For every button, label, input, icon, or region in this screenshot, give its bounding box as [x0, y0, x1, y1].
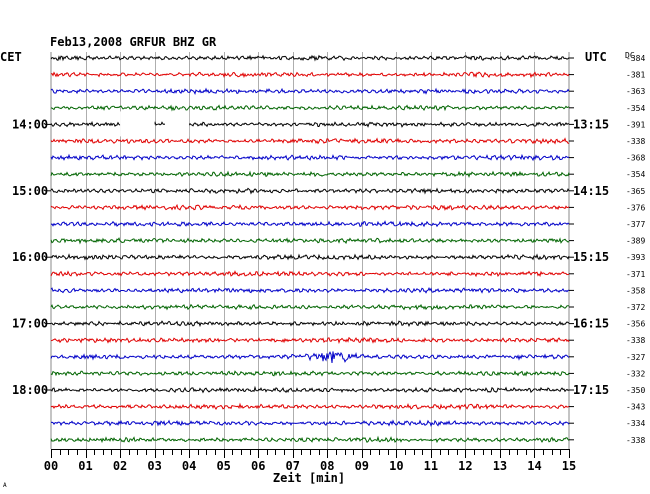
- dc-offset-1: -381: [626, 71, 645, 80]
- trace-12: [50, 253, 570, 261]
- trace-7: [50, 170, 570, 179]
- x-tick-label-13: 13: [493, 459, 507, 473]
- left-hour-label-4: 18:00: [12, 383, 48, 397]
- trace-18: [50, 351, 570, 363]
- dc-offset-15: -372: [626, 303, 645, 312]
- dc-offset-19: -332: [626, 369, 645, 378]
- dc-offset-7: -354: [626, 170, 645, 179]
- trace-19: [50, 370, 570, 377]
- dc-offset-8: -365: [626, 187, 645, 196]
- right-hour-label-3: 16:15: [573, 317, 609, 331]
- dc-offset-4: -391: [626, 120, 645, 129]
- trace-14: [50, 287, 570, 294]
- dc-offset-5: -338: [626, 137, 645, 146]
- dc-offset-12: -393: [626, 253, 645, 262]
- x-tick-label-09: 09: [355, 459, 369, 473]
- dc-offset-11: -389: [626, 237, 645, 246]
- left-zone-label: CET: [0, 50, 22, 64]
- trace-17: [50, 336, 570, 344]
- dc-offset-16: -356: [626, 320, 645, 329]
- dc-offset-14: -358: [626, 286, 645, 295]
- left-hour-label-1: 15:00: [12, 184, 48, 198]
- x-tick-label-03: 03: [147, 459, 161, 473]
- dc-offset-3: -354: [626, 104, 645, 113]
- x-tick-label-11: 11: [424, 459, 438, 473]
- x-axis-label: Zeit [min]: [273, 471, 345, 485]
- dc-offset-20: -350: [626, 386, 645, 395]
- left-hour-label-2: 16:00: [12, 250, 48, 264]
- dc-offset-13: -371: [626, 270, 645, 279]
- dc-offset-22: -334: [626, 419, 645, 428]
- trace-13: [50, 270, 570, 278]
- dc-offset-23: -338: [626, 436, 645, 445]
- x-tick-label-00: 00: [44, 459, 58, 473]
- trace-2: [50, 87, 570, 95]
- trace-10: [50, 220, 570, 228]
- trace-11: [50, 237, 570, 245]
- trace-20: [50, 385, 570, 394]
- grid: [50, 52, 570, 449]
- dc-offset-18: -327: [626, 353, 645, 362]
- right-hour-label-0: 13:15: [573, 117, 609, 131]
- x-tick-label-12: 12: [458, 459, 472, 473]
- x-tick-label-07: 07: [286, 459, 300, 473]
- dc-offset-6: -368: [626, 154, 645, 163]
- left-hour-label-0: 14:00: [12, 117, 48, 131]
- trace-3: [50, 104, 570, 112]
- right-zone-label: UTC: [585, 50, 607, 64]
- traces: [50, 54, 570, 444]
- trace-15: [50, 303, 570, 311]
- x-tick-label-04: 04: [182, 459, 196, 473]
- x-tick-label-05: 05: [216, 459, 230, 473]
- data-gap-1: [164, 111, 190, 137]
- dc-offset-2: -363: [626, 87, 645, 96]
- right-hour-label-2: 15:15: [573, 250, 609, 264]
- trace-5: [50, 137, 570, 145]
- dc-offset-21: -343: [626, 403, 645, 412]
- trace-23: [50, 435, 570, 444]
- chart-title: Feb13,2008 GRFUR BHZ GR: [50, 35, 217, 49]
- dc-offset-labels: -384 -381 -363 -354 -391 -338 -368 -354 -365 -376…: [569, 54, 645, 445]
- x-tick-label-15: 15: [562, 459, 576, 473]
- dc-label: DC: [625, 51, 635, 60]
- x-tick-label-02: 02: [113, 459, 127, 473]
- dc-offset-17: -338: [626, 336, 645, 345]
- dc-offset-10: -377: [626, 220, 645, 229]
- trace-9: [50, 203, 570, 211]
- hour-labels: 14:00 15:00 16:00 17:00 18:00 13:15 14:15 15:15…: [12, 117, 609, 397]
- dc-offset-0: -384: [626, 54, 645, 63]
- trace-1: [50, 71, 570, 79]
- x-axis: 00 01 02 03 04 05 06 07 08 09 10 11 12 13 14 15: [44, 449, 576, 473]
- x-tick-label-01: 01: [78, 459, 92, 473]
- x-tick-label-06: 06: [251, 459, 265, 473]
- trace-6: [50, 153, 570, 162]
- x-tick-label-08: 08: [320, 459, 334, 473]
- data-gap-0: [120, 111, 155, 137]
- data-gaps: [120, 111, 190, 137]
- right-hour-label-1: 14:15: [573, 184, 609, 198]
- dc-offset-9: -376: [626, 203, 645, 212]
- right-hour-label-4: 17:15: [573, 383, 609, 397]
- trace-8: [50, 187, 570, 195]
- trace-0: [50, 54, 570, 62]
- corner-mark: A: [3, 482, 7, 489]
- trace-21: [50, 402, 570, 411]
- x-tick-label-14: 14: [527, 459, 541, 473]
- trace-22: [50, 419, 570, 427]
- left-hour-label-3: 17:00: [12, 317, 48, 331]
- x-tick-label-10: 10: [389, 459, 403, 473]
- trace-16: [50, 320, 570, 328]
